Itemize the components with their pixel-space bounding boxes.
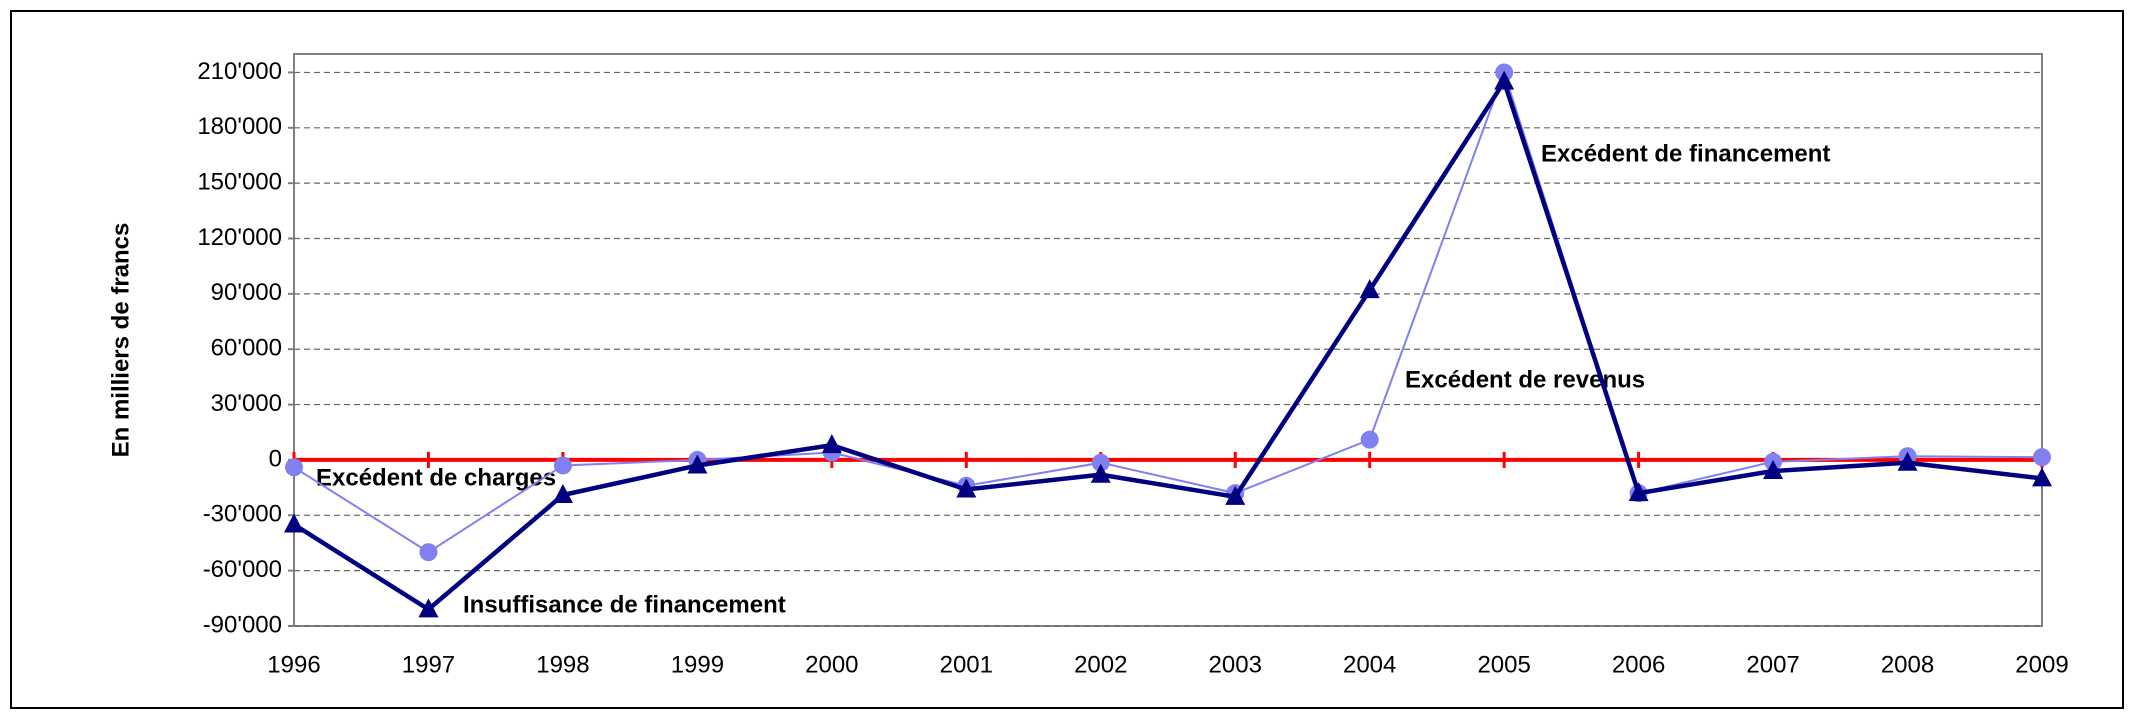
marker	[2033, 448, 2051, 467]
x-tick-label: 2000	[805, 651, 858, 678]
y-tick-label: 60'000	[211, 335, 282, 362]
y-tick-label: 150'000	[197, 169, 282, 196]
x-tick-label: 2005	[1477, 651, 1530, 678]
annotation: Excédent de revenus	[1405, 366, 1645, 393]
x-tick-label: 1996	[267, 651, 320, 678]
marker	[285, 458, 303, 477]
marker	[1225, 485, 1246, 505]
x-tick-label: 2002	[1074, 651, 1127, 678]
x-tick-label: 2007	[1746, 651, 1799, 678]
y-axis-label: En milliers de francs	[107, 223, 134, 458]
annotation: Insuffisance de financement	[463, 591, 786, 618]
x-tick-label: 2003	[1209, 651, 1262, 678]
marker	[687, 454, 708, 474]
x-tick-label: 2004	[1343, 651, 1396, 678]
marker	[956, 478, 977, 498]
marker	[1897, 451, 1918, 471]
marker	[1359, 279, 1380, 299]
marker	[284, 513, 304, 533]
annotation: Excédent de charges	[316, 464, 556, 491]
marker	[419, 543, 438, 562]
y-tick-label: 0	[269, 445, 282, 472]
marker	[2032, 467, 2052, 487]
x-tick-label: 2006	[1612, 651, 1665, 678]
y-tick-label: -30'000	[203, 501, 282, 528]
x-tick-label: 1998	[536, 651, 589, 678]
marker	[1628, 482, 1649, 502]
y-tick-label: 120'000	[197, 224, 282, 251]
y-tick-label: 210'000	[197, 58, 282, 85]
y-tick-label: -90'000	[203, 611, 282, 638]
marker	[1090, 463, 1111, 483]
marker	[1091, 453, 1110, 472]
marker	[1360, 430, 1379, 449]
y-tick-label: -60'000	[203, 556, 282, 583]
x-tick-label: 1999	[671, 651, 724, 678]
marker	[1763, 460, 1784, 480]
x-tick-label: 2001	[940, 651, 993, 678]
series-line	[292, 76, 2043, 613]
marker	[553, 456, 572, 475]
y-tick-label: 90'000	[211, 279, 282, 306]
y-tick-label: 180'000	[197, 113, 282, 140]
plot-area	[293, 53, 2043, 627]
marker	[1494, 70, 1515, 90]
x-tick-label: 2009	[2015, 651, 2068, 678]
marker	[418, 598, 439, 618]
y-tick-label: 30'000	[211, 390, 282, 417]
series-line	[293, 69, 2043, 554]
annotation: Excédent de financement	[1541, 140, 1830, 167]
marker	[821, 434, 842, 454]
marker	[552, 483, 573, 503]
x-tick-label: 1997	[402, 651, 455, 678]
x-tick-label: 2008	[1881, 651, 1934, 678]
